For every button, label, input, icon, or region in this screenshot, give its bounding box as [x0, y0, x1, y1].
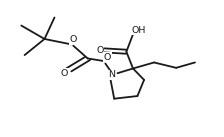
Text: O: O	[104, 53, 111, 62]
Text: OH: OH	[131, 26, 146, 35]
Text: O: O	[61, 69, 68, 78]
Text: O: O	[96, 46, 103, 55]
Text: N: N	[108, 70, 116, 79]
Text: O: O	[70, 35, 77, 44]
